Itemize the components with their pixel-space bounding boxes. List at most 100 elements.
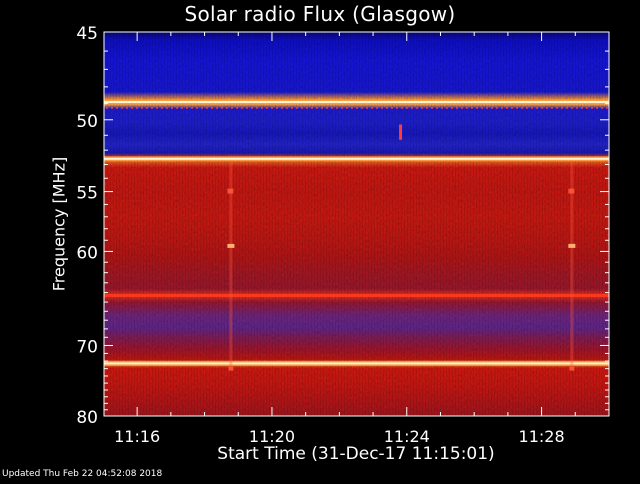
striation bbox=[116, 32, 117, 416]
dotted-pattern bbox=[351, 107, 353, 110]
striation bbox=[374, 32, 375, 416]
striation bbox=[158, 32, 159, 416]
striation bbox=[128, 32, 129, 416]
dotted-pattern bbox=[161, 107, 163, 110]
striation bbox=[437, 32, 438, 416]
striation bbox=[473, 32, 474, 416]
striation bbox=[455, 32, 456, 416]
dotted-pattern bbox=[601, 107, 603, 110]
dotted-pattern bbox=[216, 107, 218, 110]
dotted-pattern bbox=[466, 107, 468, 110]
dotted-pattern bbox=[411, 107, 413, 110]
striation bbox=[446, 32, 447, 416]
striation bbox=[254, 32, 255, 416]
dotted-pattern bbox=[336, 107, 338, 110]
dotted-pattern bbox=[246, 107, 248, 110]
striation bbox=[479, 32, 480, 416]
striation bbox=[260, 32, 261, 416]
striation bbox=[170, 32, 171, 416]
striation bbox=[377, 32, 378, 416]
striation bbox=[440, 32, 441, 416]
striation bbox=[359, 32, 360, 416]
dotted-pattern bbox=[266, 107, 268, 110]
dotted-pattern bbox=[121, 107, 123, 110]
striation bbox=[389, 32, 390, 416]
dotted-pattern bbox=[556, 107, 558, 110]
dotted-pattern bbox=[506, 107, 508, 110]
striation bbox=[182, 32, 183, 416]
striation bbox=[407, 32, 408, 416]
striation bbox=[350, 32, 351, 416]
dotted-pattern bbox=[166, 107, 168, 110]
striation bbox=[413, 32, 414, 416]
dotted-pattern bbox=[541, 107, 543, 110]
striation bbox=[173, 32, 174, 416]
striation bbox=[467, 32, 468, 416]
striation bbox=[107, 32, 108, 416]
dotted-pattern bbox=[326, 107, 328, 110]
dotted-pattern bbox=[481, 107, 483, 110]
striation bbox=[569, 32, 570, 416]
striation bbox=[284, 32, 285, 416]
striation bbox=[371, 32, 372, 416]
striation bbox=[134, 32, 135, 416]
dotted-pattern bbox=[361, 107, 363, 110]
dotted-pattern bbox=[116, 107, 118, 110]
dotted-pattern bbox=[596, 107, 598, 110]
striation bbox=[476, 32, 477, 416]
dotted-pattern bbox=[486, 107, 488, 110]
striation bbox=[497, 32, 498, 416]
striation bbox=[179, 32, 180, 416]
dotted-pattern bbox=[286, 107, 288, 110]
striation bbox=[326, 32, 327, 416]
dotted-pattern bbox=[296, 107, 298, 110]
dotted-pattern bbox=[456, 107, 458, 110]
dotted-pattern bbox=[311, 107, 313, 110]
striation bbox=[536, 32, 537, 416]
striation bbox=[572, 32, 573, 416]
dotted-pattern bbox=[291, 107, 293, 110]
dotted-pattern bbox=[561, 107, 563, 110]
striation bbox=[329, 32, 330, 416]
dotted-pattern bbox=[111, 107, 113, 110]
x-tick-label: 11:16 bbox=[114, 427, 160, 446]
dotted-pattern bbox=[496, 107, 498, 110]
dotted-pattern bbox=[196, 107, 198, 110]
plot-frame bbox=[103, 31, 610, 417]
dotted-pattern bbox=[131, 107, 133, 110]
striation bbox=[551, 32, 552, 416]
striation bbox=[590, 32, 591, 416]
striation bbox=[422, 32, 423, 416]
striation bbox=[599, 32, 600, 416]
interference-dot bbox=[228, 366, 234, 371]
y-tick-label: 60 bbox=[76, 243, 98, 263]
striation bbox=[122, 32, 123, 416]
striation bbox=[491, 32, 492, 416]
striation bbox=[164, 32, 165, 416]
striation bbox=[308, 32, 309, 416]
striation bbox=[248, 32, 249, 416]
y-tick-label: 50 bbox=[76, 112, 98, 132]
striation bbox=[335, 32, 336, 416]
dotted-pattern bbox=[211, 107, 213, 110]
interference-trace bbox=[570, 161, 574, 369]
striation bbox=[200, 32, 201, 416]
striation bbox=[230, 32, 231, 416]
striation bbox=[533, 32, 534, 416]
striation bbox=[146, 32, 147, 416]
striation bbox=[113, 32, 114, 416]
y-tick-label: 55 bbox=[76, 184, 98, 204]
striation bbox=[161, 32, 162, 416]
striation bbox=[311, 32, 312, 416]
dotted-pattern bbox=[406, 107, 408, 110]
striation bbox=[542, 32, 543, 416]
striation bbox=[221, 32, 222, 416]
striation bbox=[281, 32, 282, 416]
striation bbox=[398, 32, 399, 416]
striation bbox=[194, 32, 195, 416]
dotted-pattern bbox=[381, 107, 383, 110]
dotted-pattern bbox=[176, 107, 178, 110]
dotted-pattern bbox=[446, 107, 448, 110]
striation bbox=[320, 32, 321, 416]
